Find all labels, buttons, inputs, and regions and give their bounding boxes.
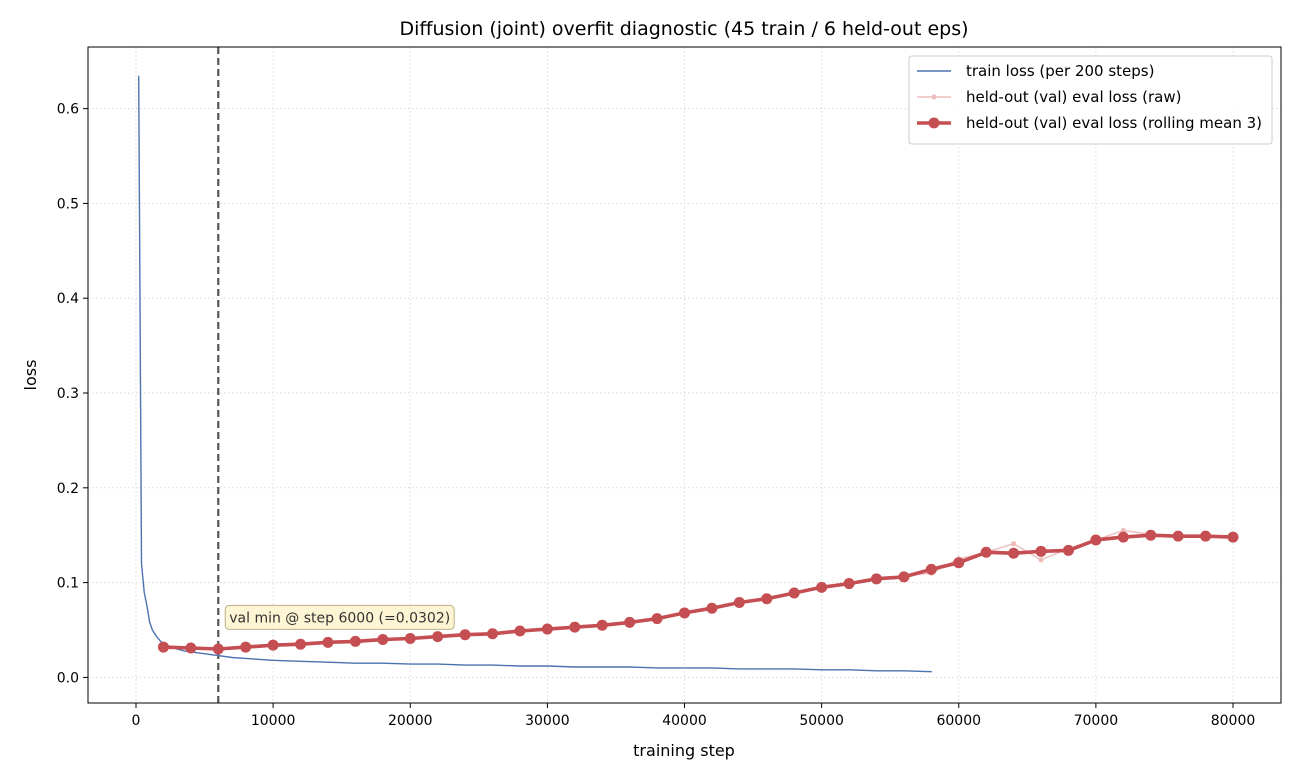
annotation-layer: val min @ step 6000 (=0.0302) — [224, 604, 455, 630]
series-3-point — [349, 635, 361, 647]
series-3-point — [898, 571, 910, 583]
series-3-point — [706, 602, 718, 614]
x-tick-label: 70000 — [1074, 713, 1119, 729]
series-3-point — [843, 578, 855, 590]
series-2-point — [1011, 541, 1017, 547]
series-3-point — [870, 573, 882, 585]
series-3 — [157, 529, 1239, 655]
legend: train loss (per 200 steps) held-out (val)… — [908, 55, 1273, 145]
series-3-point — [459, 629, 471, 641]
legend-label-3: held-out (val) eval loss (rolling mean 3… — [966, 114, 1262, 132]
series-3-point — [816, 581, 828, 593]
legend-swatch-marker — [931, 94, 937, 100]
legend-swatch-marker — [928, 117, 940, 129]
series-3-point — [432, 631, 444, 643]
series-3-point — [267, 639, 279, 651]
series-3-point — [487, 628, 499, 640]
x-tick-label: 0 — [132, 713, 141, 729]
series-3-point — [295, 638, 307, 650]
legend-item-2 — [916, 94, 951, 100]
series-3-point — [240, 641, 252, 653]
y-tick-label: 0.2 — [57, 481, 79, 497]
series-3-point — [1145, 529, 1157, 541]
y-tick-label: 0.5 — [57, 196, 79, 212]
chart-title: Diffusion (joint) overfit diagnostic (45… — [399, 18, 968, 40]
series-3-point — [980, 546, 992, 558]
x-tick-label: 50000 — [799, 713, 844, 729]
y-tick-label: 0.4 — [57, 291, 79, 307]
series-3-point — [1227, 531, 1239, 543]
series-3-point — [761, 593, 773, 605]
y-tick-label: 0.1 — [57, 576, 79, 592]
y-tick-label: 0.3 — [57, 386, 79, 402]
series-3-point — [541, 623, 553, 635]
series-3-point — [569, 621, 581, 633]
legend-box — [908, 55, 1273, 145]
series-3-point — [651, 613, 663, 625]
x-tick-label: 30000 — [525, 713, 570, 729]
series-3-point — [1035, 545, 1047, 557]
legend-item-3 — [916, 117, 951, 129]
series-3-point — [1008, 547, 1020, 559]
series-3-point — [953, 557, 965, 569]
x-tick-label: 80000 — [1211, 713, 1256, 729]
y-tick-label: 0.6 — [57, 102, 79, 118]
y-axis-label: loss — [21, 360, 40, 391]
series-3-point — [157, 641, 169, 653]
x-tick-label: 40000 — [662, 713, 707, 729]
series-3-point — [514, 625, 526, 637]
series-3-point — [1172, 530, 1184, 542]
series-layer — [137, 75, 1239, 673]
series-3-point — [185, 642, 197, 654]
x-axis-label: training step — [633, 741, 735, 760]
series-3-point — [1200, 530, 1212, 542]
series-3-point — [1062, 544, 1074, 556]
series-3-point — [1090, 534, 1102, 546]
series-3-point — [679, 607, 690, 619]
x-tick-label: 10000 — [251, 713, 296, 729]
legend-label-2: held-out (val) eval loss (raw) — [966, 88, 1181, 106]
axis-ticks: 0 10000 20000 30000 40000 50000 60000 70000 8000… — [57, 102, 1256, 729]
series-3-point — [404, 633, 416, 645]
annotation-text: val min @ step 6000 (=0.0302) — [229, 610, 450, 626]
series-3-point — [377, 633, 389, 645]
x-tick-label: 20000 — [388, 713, 433, 729]
series-3-point — [733, 597, 745, 609]
series-3-point — [212, 643, 224, 655]
annotation-box — [224, 604, 455, 630]
series-2-point — [1038, 557, 1044, 563]
series-3-line — [161, 533, 1235, 651]
series-3-point — [322, 636, 334, 648]
y-tick-label: 0.0 — [57, 670, 79, 686]
series-3-point — [624, 616, 636, 628]
series-3-point — [788, 587, 800, 599]
x-tick-label: 60000 — [936, 713, 981, 729]
legend-label-1: train loss (per 200 steps) — [966, 62, 1154, 80]
series-3-point — [596, 619, 608, 631]
series-3-point — [1117, 531, 1129, 543]
series-3-point — [925, 563, 937, 575]
grid — [88, 47, 1281, 703]
